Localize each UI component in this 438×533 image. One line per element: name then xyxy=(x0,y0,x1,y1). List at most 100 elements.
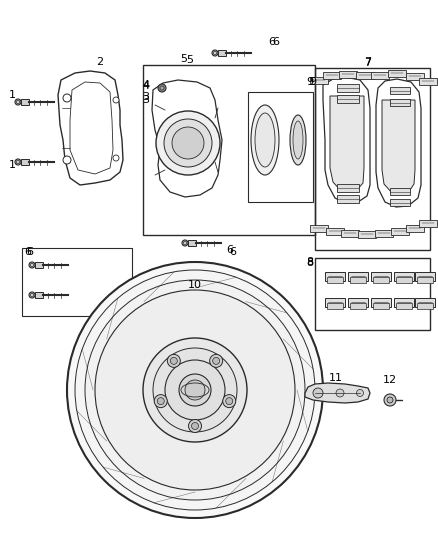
Bar xyxy=(373,303,389,309)
Circle shape xyxy=(179,374,211,406)
Text: 1: 1 xyxy=(8,90,15,100)
Bar xyxy=(315,258,430,330)
Bar xyxy=(143,65,315,235)
Circle shape xyxy=(226,398,233,405)
Bar xyxy=(326,228,344,235)
Text: 6: 6 xyxy=(27,247,33,257)
Bar xyxy=(417,303,433,309)
Bar xyxy=(248,92,313,202)
Ellipse shape xyxy=(290,115,306,165)
Circle shape xyxy=(213,357,220,365)
Circle shape xyxy=(63,94,71,102)
Bar xyxy=(315,68,430,250)
Bar xyxy=(396,277,412,283)
Circle shape xyxy=(85,280,305,500)
Text: 6: 6 xyxy=(272,37,279,47)
Bar xyxy=(339,71,357,78)
Circle shape xyxy=(185,380,205,400)
Text: 7: 7 xyxy=(364,57,371,67)
Circle shape xyxy=(182,240,188,246)
Bar xyxy=(21,99,29,105)
Bar xyxy=(348,272,368,281)
Circle shape xyxy=(143,338,247,442)
Ellipse shape xyxy=(293,121,303,159)
Bar xyxy=(337,184,359,192)
Bar xyxy=(356,72,374,79)
Bar xyxy=(327,303,343,309)
Bar xyxy=(415,298,435,307)
Bar xyxy=(35,262,43,268)
Bar xyxy=(337,95,359,103)
Text: 6: 6 xyxy=(268,37,276,47)
Bar xyxy=(21,159,29,165)
Circle shape xyxy=(29,292,35,298)
Ellipse shape xyxy=(251,105,279,175)
Circle shape xyxy=(172,127,204,159)
Text: 6: 6 xyxy=(226,245,233,255)
Circle shape xyxy=(156,111,220,175)
Bar xyxy=(388,70,406,77)
Polygon shape xyxy=(305,383,370,403)
Circle shape xyxy=(384,394,396,406)
Circle shape xyxy=(113,97,119,103)
Text: 7: 7 xyxy=(364,58,371,68)
Text: 9: 9 xyxy=(309,77,317,87)
Circle shape xyxy=(188,419,201,432)
Bar xyxy=(327,277,343,283)
Circle shape xyxy=(67,262,323,518)
Bar xyxy=(419,220,437,227)
Bar xyxy=(417,277,433,283)
Text: 5: 5 xyxy=(180,54,187,64)
Bar xyxy=(373,277,389,283)
Bar xyxy=(337,195,359,203)
Text: 3: 3 xyxy=(142,95,149,105)
Circle shape xyxy=(113,155,119,161)
Text: 1: 1 xyxy=(8,160,15,170)
Circle shape xyxy=(165,360,225,420)
Circle shape xyxy=(75,270,315,510)
Bar xyxy=(415,272,435,281)
Bar xyxy=(390,99,410,106)
Bar xyxy=(325,298,345,307)
Circle shape xyxy=(158,84,166,92)
Text: 8: 8 xyxy=(307,257,314,267)
Circle shape xyxy=(212,50,218,56)
Text: 11: 11 xyxy=(329,373,343,383)
Bar xyxy=(371,272,391,281)
Text: 8: 8 xyxy=(307,258,314,268)
Circle shape xyxy=(223,394,236,408)
Text: 9: 9 xyxy=(307,77,314,87)
Bar xyxy=(188,240,196,246)
Ellipse shape xyxy=(255,113,275,167)
Bar xyxy=(323,72,341,79)
Circle shape xyxy=(313,388,323,398)
Bar xyxy=(396,303,412,309)
Circle shape xyxy=(15,159,21,165)
Text: 6: 6 xyxy=(230,247,237,257)
Circle shape xyxy=(170,357,177,365)
Circle shape xyxy=(95,290,295,490)
Bar xyxy=(371,72,389,79)
Bar xyxy=(406,225,424,232)
Circle shape xyxy=(191,423,198,430)
Circle shape xyxy=(154,394,167,408)
Bar xyxy=(419,78,437,85)
Bar xyxy=(358,231,376,238)
Circle shape xyxy=(357,390,364,397)
Circle shape xyxy=(160,86,164,90)
Circle shape xyxy=(29,262,35,268)
Text: 4: 4 xyxy=(142,80,149,90)
Bar xyxy=(22,248,132,316)
Text: 12: 12 xyxy=(383,375,397,385)
Bar xyxy=(218,50,226,56)
Circle shape xyxy=(15,99,21,105)
Bar xyxy=(375,230,393,237)
Bar xyxy=(390,188,410,195)
Text: 6: 6 xyxy=(25,247,32,257)
Circle shape xyxy=(157,398,164,405)
Bar xyxy=(348,298,368,307)
Text: 10: 10 xyxy=(188,280,202,290)
Bar xyxy=(337,84,359,92)
Circle shape xyxy=(387,397,393,403)
Bar xyxy=(310,225,328,232)
